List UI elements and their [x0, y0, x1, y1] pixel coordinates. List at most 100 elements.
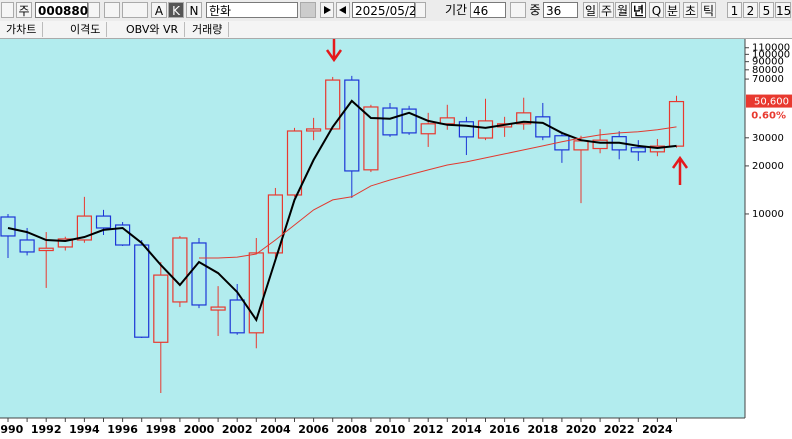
- menu-icon[interactable]: [1, 2, 14, 18]
- x-tick-label: 2022: [604, 423, 635, 436]
- x-tick-label: 2006: [298, 423, 329, 436]
- candle-body: [630, 147, 646, 153]
- candle-body: [76, 215, 93, 241]
- arrow-up: [671, 155, 689, 185]
- candle-body: [38, 247, 54, 252]
- candle-body: [573, 140, 589, 151]
- back-button[interactable]: [336, 2, 350, 18]
- search-icon[interactable]: [104, 2, 120, 18]
- date-input[interactable]: 2025/05/23: [352, 2, 424, 18]
- interval-button[interactable]: 일: [583, 2, 598, 18]
- y-tick-label: 70000: [752, 74, 784, 85]
- mid-label: 중: [529, 3, 541, 17]
- plot-background: [0, 38, 745, 418]
- tab[interactable]: 이격도: [64, 22, 108, 37]
- moving-average: [199, 126, 677, 259]
- candle-body: [248, 252, 264, 334]
- toolbar: 주 000880 A K N 한화 2025/05/23 기간 46 중 36 …: [0, 0, 792, 22]
- x-tick-label: 1996: [107, 423, 138, 436]
- candle-body: [420, 123, 436, 135]
- period-icon[interactable]: [510, 2, 526, 18]
- x-tick-label: 2014: [451, 423, 482, 436]
- x-tick-label: 1990: [0, 423, 24, 436]
- tab[interactable]: OBV와 VR: [120, 22, 186, 37]
- x-tick-label: 1994: [69, 423, 100, 436]
- interval-button[interactable]: Q: [649, 2, 664, 18]
- x-tick-label: 2008: [336, 423, 367, 436]
- x-tick-label: 2016: [489, 423, 520, 436]
- candle-body: [191, 242, 207, 306]
- interval-button[interactable]: 분: [665, 2, 680, 18]
- mid-input[interactable]: 36: [543, 2, 578, 18]
- candle-body: [210, 306, 226, 311]
- button-a[interactable]: A: [151, 2, 167, 18]
- x-tick-label: 2020: [566, 423, 597, 436]
- candle-body: [516, 112, 532, 125]
- small-button[interactable]: [300, 2, 316, 18]
- code-dropdown[interactable]: [88, 2, 100, 18]
- interval-button[interactable]: 5: [759, 2, 774, 18]
- interval-button[interactable]: 월: [615, 2, 630, 18]
- code-input[interactable]: 000880: [35, 2, 88, 18]
- candle-body: [306, 128, 322, 132]
- y-tick-label: 100000: [752, 49, 790, 60]
- candle-body: [458, 121, 474, 138]
- candle-body: [0, 216, 16, 237]
- interval-button[interactable]: 틱: [701, 2, 716, 18]
- candle-body: [286, 130, 303, 196]
- button-n[interactable]: N: [186, 2, 202, 18]
- name-input[interactable]: 한화: [206, 2, 298, 18]
- candle-body: [95, 215, 112, 229]
- y-tick-label: 90000: [752, 57, 784, 68]
- period-input[interactable]: 46: [470, 2, 506, 18]
- interval-button[interactable]: 주: [599, 2, 614, 18]
- interval-button[interactable]: 15: [775, 2, 792, 18]
- y-tick-label: 110000: [752, 43, 790, 54]
- interval-button[interactable]: 1: [727, 2, 742, 18]
- candle-body: [363, 106, 379, 171]
- period-label: 기간: [444, 3, 468, 17]
- x-tick-label: 2004: [260, 423, 291, 436]
- x-tick-label: 2018: [527, 423, 558, 436]
- x-tick-label: 2024: [642, 423, 673, 436]
- x-tick-label: 2000: [184, 423, 215, 436]
- sort-icon[interactable]: [122, 2, 148, 18]
- interval-button[interactable]: 초: [683, 2, 698, 18]
- x-tick-label: 2012: [413, 423, 444, 436]
- x-tick-label: 1998: [145, 423, 176, 436]
- x-tick-label: 2010: [375, 423, 406, 436]
- candle-body: [172, 237, 188, 303]
- interval-button[interactable]: 2: [743, 2, 758, 18]
- x-tick-label: 2002: [222, 423, 253, 436]
- play-button[interactable]: [320, 2, 334, 18]
- candle-body: [325, 79, 341, 130]
- tab-bar: 가차트 이격도 OBV와 VR 거래량: [0, 21, 792, 39]
- market[interactable]: 주: [16, 2, 32, 18]
- candle-body: [668, 100, 685, 147]
- candle-body: [153, 274, 169, 343]
- y-tick-label: 80000: [752, 65, 784, 76]
- interval-button[interactable]: 년: [631, 2, 646, 18]
- candle-body: [344, 79, 360, 172]
- candle-body: [229, 299, 245, 334]
- date-dropdown[interactable]: [415, 2, 426, 18]
- y-tick-label: 20000: [752, 161, 784, 172]
- y-tick-label: 30000: [752, 133, 784, 144]
- tab[interactable]: 가차트: [0, 22, 44, 37]
- button-k[interactable]: K: [168, 2, 184, 18]
- moving-average: [7, 99, 677, 323]
- tab[interactable]: 거래량: [186, 22, 230, 37]
- candle-body: [267, 194, 283, 254]
- candle-body: [382, 107, 398, 136]
- last-price-box: [746, 94, 792, 108]
- change-label: 0.60%: [751, 111, 786, 122]
- candle-body: [477, 120, 494, 139]
- candle-body: [134, 244, 150, 338]
- candle-body: [57, 238, 73, 248]
- y-tick-label: 10000: [752, 209, 784, 220]
- candle-body: [19, 239, 35, 253]
- x-tick-label: 1992: [31, 423, 62, 436]
- candle-body: [592, 139, 608, 150]
